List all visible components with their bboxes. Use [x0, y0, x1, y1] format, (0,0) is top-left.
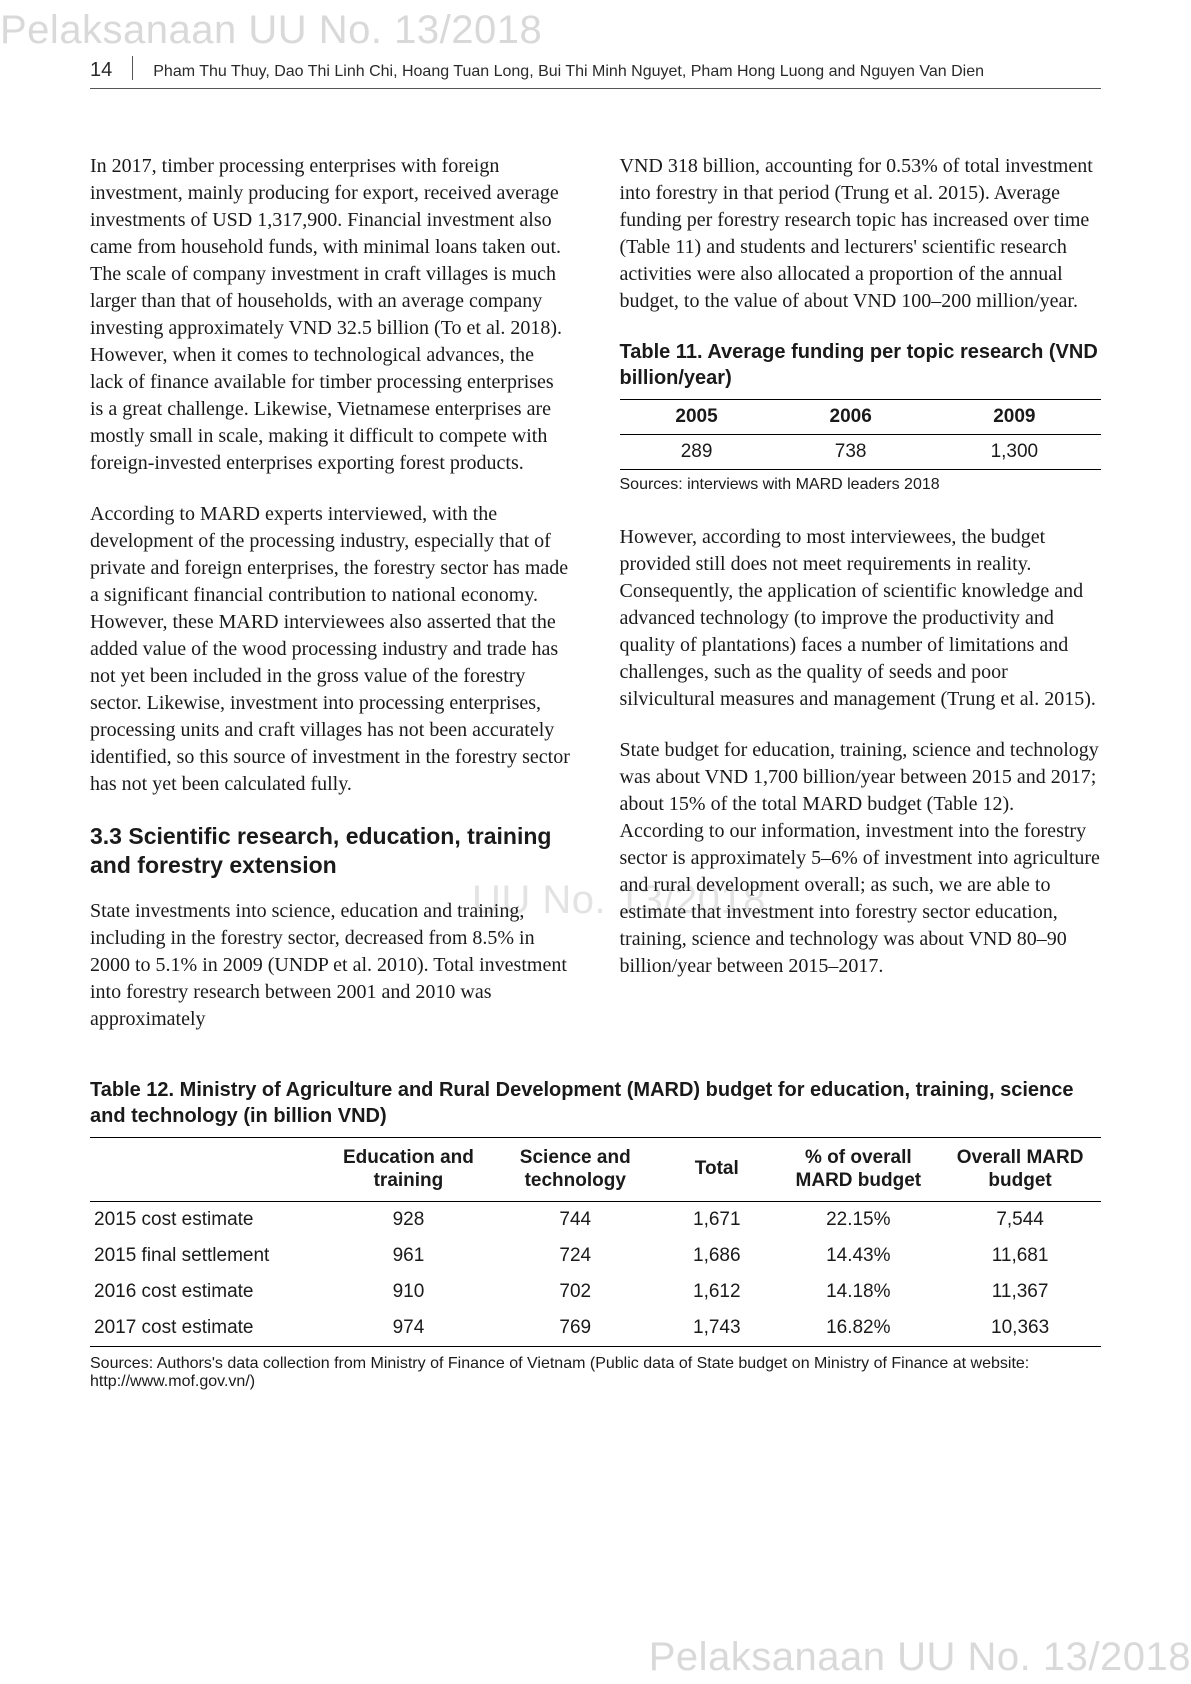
table-11-source: Sources: interviews with MARD leaders 20…	[620, 476, 1102, 494]
table-11-h2: 2006	[774, 400, 928, 435]
table-12-title: Table 12. Ministry of Agriculture and Ru…	[90, 1077, 1101, 1129]
t12-r3c1: 974	[323, 1310, 495, 1347]
table-11-c2: 738	[774, 435, 928, 470]
right-paragraph-3: State budget for education, training, sc…	[620, 737, 1102, 980]
table-11-h1: 2005	[620, 400, 774, 435]
t12-r2c5: 11,367	[939, 1274, 1101, 1310]
table-11-c1: 289	[620, 435, 774, 470]
section-heading-3-3: 3.3 Scientific research, education, trai…	[90, 822, 572, 880]
t12-r0c2: 744	[494, 1202, 656, 1239]
t12-r3c0: 2017 cost estimate	[90, 1310, 323, 1347]
page: Pelaksanaan UU No. 13/2018 UU No. 13/201…	[0, 0, 1191, 1684]
t12-h4: % of overall MARD budget	[777, 1137, 939, 1202]
right-column: VND 318 billion, accounting for 0.53% of…	[620, 153, 1102, 1033]
table-12-header-row: Education and training Science and techn…	[90, 1137, 1101, 1202]
right-paragraph-1: VND 318 billion, accounting for 0.53% of…	[620, 153, 1102, 315]
t12-h0	[90, 1137, 323, 1202]
t12-r0c0: 2015 cost estimate	[90, 1202, 323, 1239]
t12-r1c5: 11,681	[939, 1238, 1101, 1274]
left-paragraph-1: In 2017, timber processing enterprises w…	[90, 153, 572, 477]
table-12-source: Sources: Authors's data collection from …	[90, 1355, 1101, 1391]
table-11-header-row: 2005 2006 2009	[620, 400, 1102, 435]
left-column: In 2017, timber processing enterprises w…	[90, 153, 572, 1033]
table-row: 2015 cost estimate 928 744 1,671 22.15% …	[90, 1202, 1101, 1239]
table-11-title: Table 11. Average funding per topic rese…	[620, 339, 1102, 391]
page-number: 14	[90, 59, 112, 82]
table-row: 2015 final settlement 961 724 1,686 14.4…	[90, 1238, 1101, 1274]
table-11-c3: 1,300	[928, 435, 1101, 470]
t12-r0c1: 928	[323, 1202, 495, 1239]
t12-r3c4: 16.82%	[777, 1310, 939, 1347]
t12-h1: Education and training	[323, 1137, 495, 1202]
t12-r0c5: 7,544	[939, 1202, 1101, 1239]
table-12: Education and training Science and techn…	[90, 1137, 1101, 1348]
t12-r1c4: 14.43%	[777, 1238, 939, 1274]
table-11-h3: 2009	[928, 400, 1101, 435]
t12-r0c4: 22.15%	[777, 1202, 939, 1239]
t12-h3: Total	[656, 1137, 777, 1202]
left-paragraph-2: According to MARD experts interviewed, w…	[90, 501, 572, 798]
watermark-bottom: Pelaksanaan UU No. 13/2018	[649, 1635, 1191, 1680]
t12-r1c1: 961	[323, 1238, 495, 1274]
t12-r2c2: 702	[494, 1274, 656, 1310]
t12-r2c1: 910	[323, 1274, 495, 1310]
running-head-divider	[132, 56, 133, 80]
running-head-underline	[90, 88, 1101, 89]
t12-r0c3: 1,671	[656, 1202, 777, 1239]
running-head: 14 Pham Thu Thuy, Dao Thi Linh Chi, Hoan…	[90, 0, 1101, 82]
t12-h5: Overall MARD budget	[939, 1137, 1101, 1202]
table-row: 2016 cost estimate 910 702 1,612 14.18% …	[90, 1274, 1101, 1310]
t12-h2: Science and technology	[494, 1137, 656, 1202]
t12-r1c2: 724	[494, 1238, 656, 1274]
t12-r3c5: 10,363	[939, 1310, 1101, 1347]
table-11-data-row: 289 738 1,300	[620, 435, 1102, 470]
two-column-body: In 2017, timber processing enterprises w…	[90, 153, 1101, 1033]
table-12-block: Table 12. Ministry of Agriculture and Ru…	[90, 1077, 1101, 1392]
right-paragraph-2: However, according to most interviewees,…	[620, 524, 1102, 713]
t12-r3c2: 769	[494, 1310, 656, 1347]
t12-r2c4: 14.18%	[777, 1274, 939, 1310]
t12-r1c0: 2015 final settlement	[90, 1238, 323, 1274]
t12-r2c3: 1,612	[656, 1274, 777, 1310]
t12-r2c0: 2016 cost estimate	[90, 1274, 323, 1310]
table-row: 2017 cost estimate 974 769 1,743 16.82% …	[90, 1310, 1101, 1347]
running-head-authors: Pham Thu Thuy, Dao Thi Linh Chi, Hoang T…	[153, 63, 984, 81]
t12-r3c3: 1,743	[656, 1310, 777, 1347]
table-12-body: 2015 cost estimate 928 744 1,671 22.15% …	[90, 1202, 1101, 1347]
left-paragraph-3: State investments into science, educatio…	[90, 898, 572, 1033]
t12-r1c3: 1,686	[656, 1238, 777, 1274]
table-11: 2005 2006 2009 289 738 1,300	[620, 399, 1102, 470]
